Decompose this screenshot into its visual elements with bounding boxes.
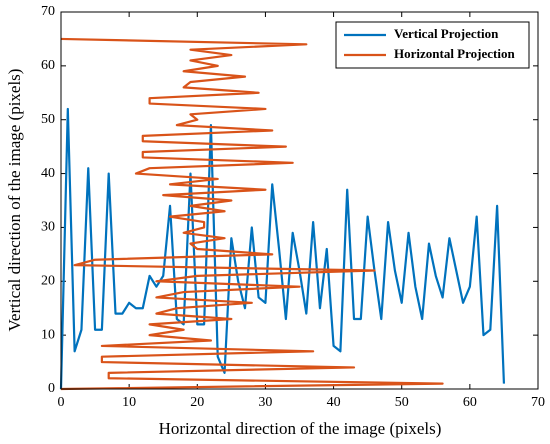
y-tick-label: 0 bbox=[48, 381, 55, 396]
y-tick-label: 60 bbox=[41, 58, 55, 73]
x-tick-label: 0 bbox=[58, 395, 65, 410]
x-tick-label: 20 bbox=[190, 395, 204, 410]
legend-text: Horizontal Projection bbox=[394, 46, 515, 61]
y-tick-label: 20 bbox=[41, 274, 55, 289]
x-tick-label: 30 bbox=[258, 395, 272, 410]
y-tick-label: 40 bbox=[41, 166, 55, 181]
plot-frame bbox=[60, 11, 539, 390]
x-tick-label: 60 bbox=[463, 395, 477, 410]
series-line bbox=[59, 107, 506, 390]
x-tick-label: 50 bbox=[395, 395, 409, 410]
x-tick-label: 70 bbox=[531, 395, 545, 410]
legend-box bbox=[335, 21, 530, 69]
y-tick-label: 70 bbox=[41, 4, 55, 19]
y-tick-label: 10 bbox=[41, 327, 55, 342]
legend-text: Vertical Projection bbox=[394, 26, 499, 41]
y-axis-label: Vertical direction of the image (pixels) bbox=[5, 69, 24, 332]
x-tick-label: 40 bbox=[327, 395, 341, 410]
x-axis-label: Horizontal direction of the image (pixel… bbox=[159, 419, 442, 438]
y-tick-label: 50 bbox=[41, 112, 55, 127]
x-tick-label: 10 bbox=[122, 395, 136, 410]
series-line bbox=[60, 37, 444, 391]
y-tick-label: 30 bbox=[41, 220, 55, 235]
